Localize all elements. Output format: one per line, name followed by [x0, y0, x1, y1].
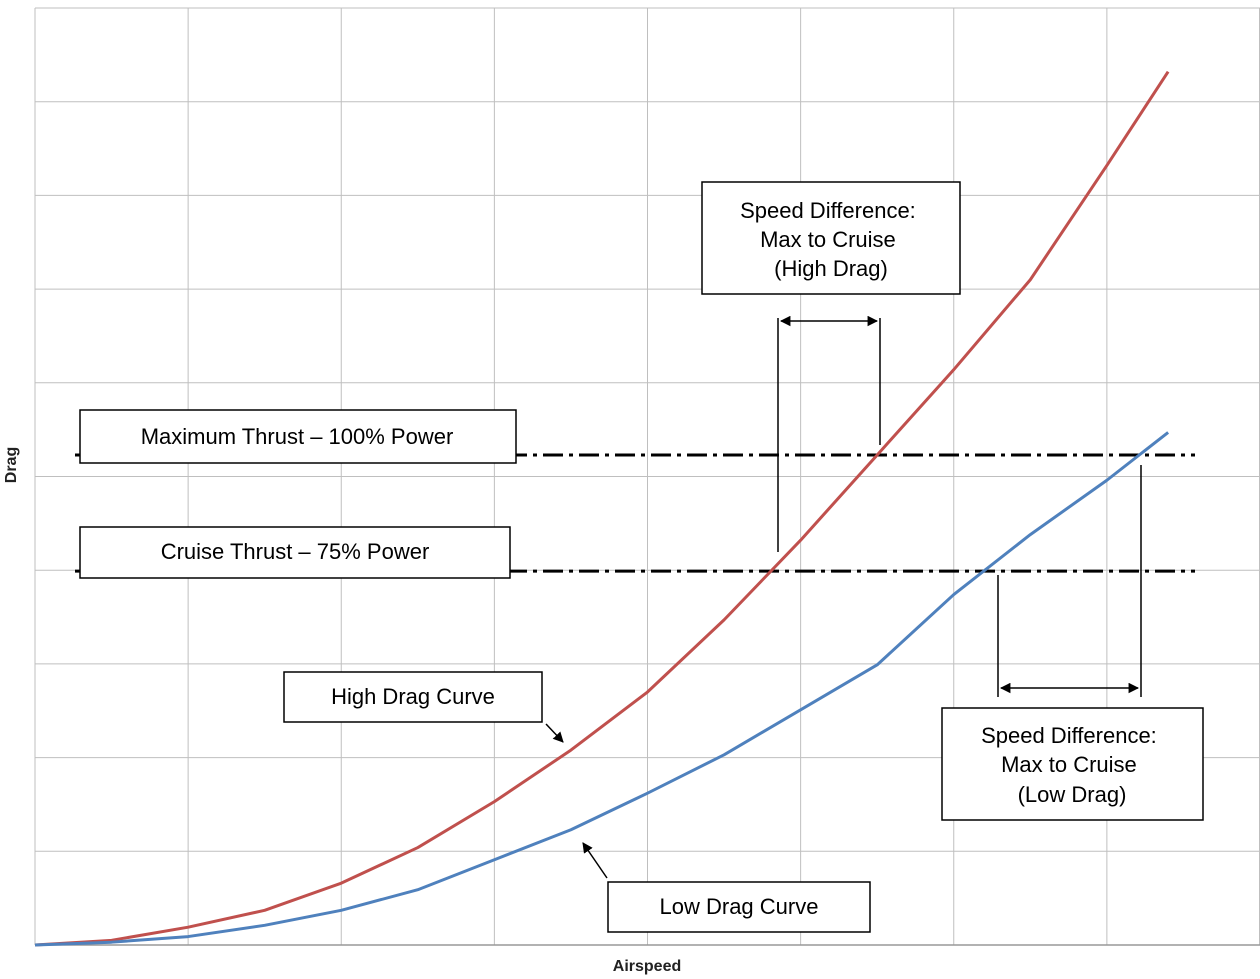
- annotation-line: Speed Difference:: [740, 198, 916, 223]
- annotation: Speed Difference: Max to Cruise (Low Dra…: [981, 723, 1163, 807]
- y-axis-label: Drag: [3, 447, 20, 483]
- data-line: [34, 70, 1170, 947]
- label-box: [79, 409, 517, 464]
- pointer-arrow: [545, 723, 564, 743]
- grid: [34, 7, 1260, 946]
- label-box: [79, 526, 511, 579]
- series-label: High Drag Curve: [331, 684, 495, 709]
- annotation-line: (Low Drag): [1018, 782, 1127, 807]
- annotation-line: (High Drag): [774, 256, 888, 281]
- x-axis-label: Airspeed: [613, 958, 681, 975]
- annotation-line: Speed Difference:: [981, 723, 1157, 748]
- label-box: [701, 181, 961, 295]
- label-box: [607, 881, 871, 933]
- series-label: Low Drag Curve: [660, 894, 819, 919]
- reference-label: Cruise Thrust – 75% Power: [161, 539, 430, 564]
- data-line: [34, 431, 1170, 947]
- reference-label: Maximum Thrust – 100% Power: [141, 424, 454, 449]
- pointer-arrow: [582, 842, 608, 879]
- annotations: Maximum Thrust – 100% Power Cruise Thrus…: [79, 181, 1204, 933]
- label-box: [283, 671, 543, 723]
- label-box: [941, 707, 1204, 821]
- annotation-line: Max to Cruise: [1001, 752, 1137, 777]
- annotation: Speed Difference: Max to Cruise (High Dr…: [740, 198, 922, 281]
- annotation-line: Max to Cruise: [760, 227, 896, 252]
